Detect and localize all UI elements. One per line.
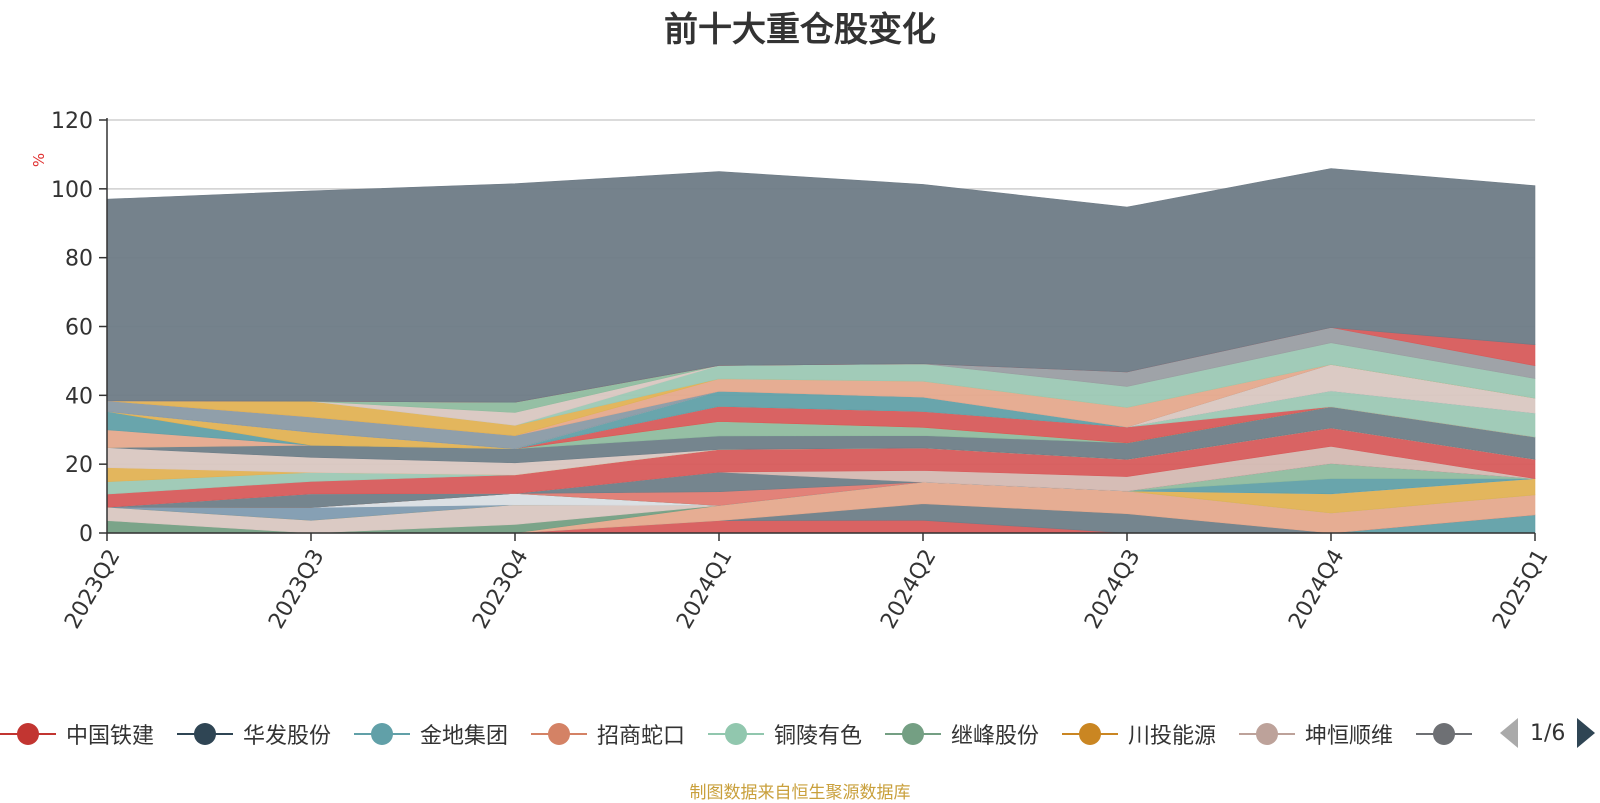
series-areas <box>106 168 1536 534</box>
legend-label: 川投能源 <box>1128 724 1217 749</box>
legend-label: 坤恒顺维 <box>1305 724 1394 749</box>
legend-marker-icon <box>1239 723 1295 745</box>
legend-label: 华发股份 <box>243 724 332 749</box>
legend-marker-icon <box>708 723 764 745</box>
legend-label: 招商蛇口 <box>597 724 686 749</box>
pager-text: 1/6 <box>1530 720 1566 746</box>
legend-item[interactable]: 坤恒顺维 <box>1239 717 1393 751</box>
axes <box>99 118 1536 541</box>
y-tick-label: 80 <box>65 247 93 272</box>
legend-marker-icon <box>354 723 410 745</box>
legend-label: 继峰股份 <box>951 724 1040 749</box>
x-tick-label: 2024Q3 <box>1080 545 1145 633</box>
legend-label: 铜陵有色 <box>774 724 863 749</box>
x-tick-label: 2025Q1 <box>1488 545 1553 633</box>
legend-label: 中国铁建 <box>66 724 155 749</box>
series-area <box>106 168 1536 403</box>
legend-marker-icon <box>531 723 587 745</box>
x-tick-label: 2023Q2 <box>60 545 125 633</box>
legend-marker-icon <box>1062 723 1118 745</box>
legend-marker-icon <box>885 723 941 745</box>
x-tick-label: 2023Q4 <box>468 545 533 633</box>
chart-title: 前十大重仓股变化 <box>664 10 936 50</box>
x-tick-label: 2024Q2 <box>876 545 941 633</box>
legend-label: 金地集团 <box>420 724 509 749</box>
legend-marker-icon <box>1416 723 1472 745</box>
x-tick-label: 2024Q4 <box>1284 545 1349 633</box>
legend: 中国铁建 华发股份 金地集团 招商蛇口 铜陵有色 继峰股份 川投能源 坤恒顺维 3 <box>0 717 1480 751</box>
legend-pager: 1/6 <box>1500 716 1596 750</box>
y-tick-label: 100 <box>51 178 93 203</box>
legend-item[interactable]: 3 <box>1416 717 1480 751</box>
y-tick-label: 60 <box>65 316 93 341</box>
pager-prev-icon[interactable] <box>1500 718 1518 748</box>
y-tick-label: 120 <box>51 109 93 134</box>
y-tick-labels: 0 20 40 60 80 100 120 <box>51 109 93 547</box>
y-tick-label: 40 <box>65 384 93 409</box>
x-tick-label: 2023Q3 <box>264 545 329 633</box>
legend-item[interactable]: 华发股份 <box>177 717 331 751</box>
x-tick-labels: 2023Q2 2023Q3 2023Q4 2024Q1 2024Q2 2024Q3 2024… <box>60 545 1553 633</box>
y-axis-label: % <box>30 153 48 167</box>
source-footer: 制图数据来自恒生聚源数据库 <box>689 783 911 803</box>
legend-item[interactable]: 川投能源 <box>1062 717 1216 751</box>
y-tick-label: 20 <box>65 453 93 478</box>
y-tick-label: 0 <box>79 522 93 547</box>
legend-marker-icon <box>177 723 233 745</box>
legend-item[interactable]: 中国铁建 <box>0 717 154 751</box>
x-tick-label: 2024Q1 <box>672 545 737 633</box>
legend-marker-icon <box>0 723 56 745</box>
legend-item[interactable]: 继峰股份 <box>885 717 1039 751</box>
legend-item[interactable]: 金地集团 <box>354 717 508 751</box>
pager-next-icon[interactable] <box>1577 718 1596 748</box>
legend-item[interactable]: 招商蛇口 <box>531 717 685 751</box>
legend-item[interactable]: 铜陵有色 <box>708 717 862 751</box>
